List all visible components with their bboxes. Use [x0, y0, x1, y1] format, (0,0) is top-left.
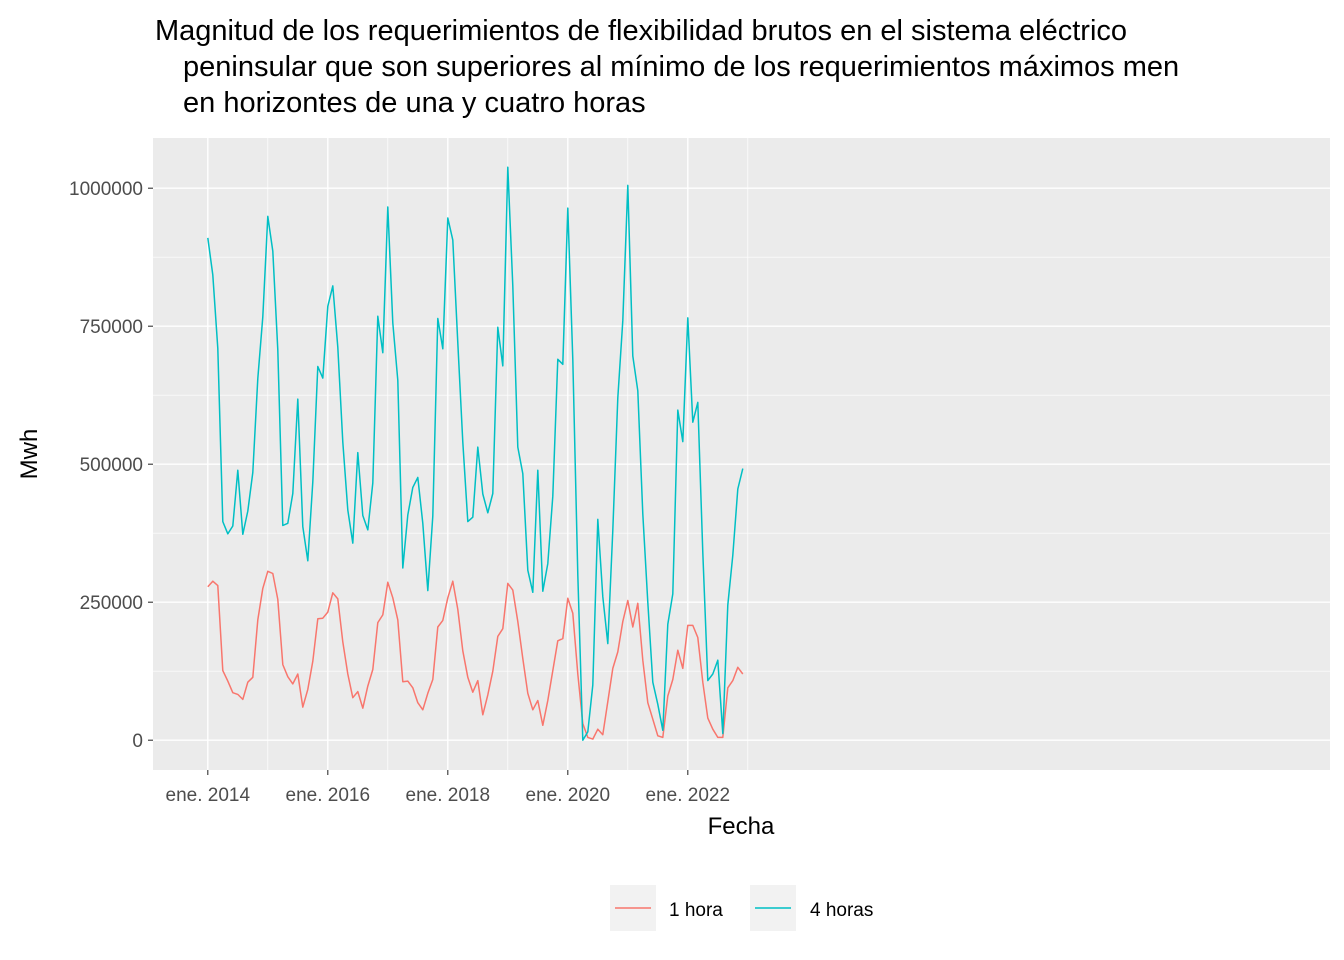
- y-tick-label: 0: [132, 731, 143, 752]
- grid-major: [153, 138, 1330, 770]
- chart-title-line-3: en horizontes de una y cuatro horas: [183, 87, 646, 119]
- chart-title-line-2: peninsular que son superiores al mínimo …: [183, 51, 1179, 83]
- y-tick-label: 250000: [80, 593, 143, 614]
- chart-title-line-1: Magnitud de los requerimientos de flexib…: [155, 15, 1127, 47]
- legend-label-1-hora: 1 hora: [669, 900, 723, 921]
- legend: 1 hora 4 horas: [610, 885, 873, 931]
- y-tick-label: 1000000: [69, 179, 143, 200]
- series-line-0: [207, 570, 744, 740]
- x-tick-label: ene. 2018: [406, 785, 491, 806]
- chart-title: Magnitud de los requerimientos de flexib…: [155, 15, 1179, 119]
- y-tick-label: 750000: [80, 317, 143, 338]
- y-tick-label: 500000: [80, 455, 143, 476]
- series-layer: [207, 166, 744, 741]
- legend-label-4-horas: 4 horas: [810, 900, 873, 921]
- grid-minor: [153, 138, 1330, 770]
- y-axis-title: Mwh: [16, 429, 43, 480]
- series-line-1: [207, 166, 744, 741]
- y-axis: 0 250000 500000 750000 1000000: [69, 179, 153, 752]
- x-tick-label: ene. 2022: [646, 785, 731, 806]
- plot-panel: [153, 138, 1330, 770]
- x-tick-label: ene. 2020: [526, 785, 611, 806]
- x-tick-label: ene. 2014: [166, 785, 251, 806]
- x-tick-label: ene. 2016: [286, 785, 371, 806]
- x-axis: ene. 2014 ene. 2016 ene. 2018 ene. 2020 ene.…: [166, 770, 731, 806]
- x-axis-title: Fecha: [708, 813, 775, 840]
